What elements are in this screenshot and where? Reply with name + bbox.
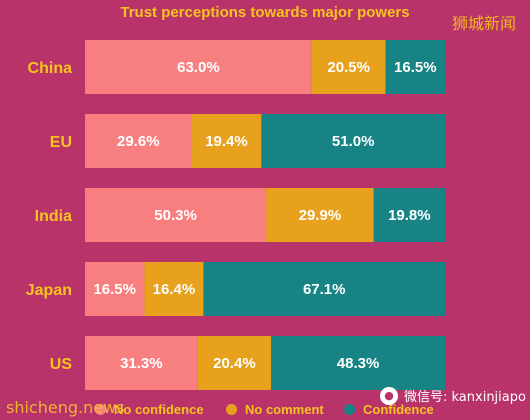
wechat-icon: ● — [380, 386, 398, 405]
bar-china-no-comment — [311, 40, 386, 94]
legend-label-no-comment: No comment — [245, 402, 324, 417]
bar-china-confidence — [385, 40, 445, 94]
legend-label-confidence: Confidence — [363, 402, 434, 417]
category-label-india: India — [35, 208, 72, 225]
value-label-us-confidence: 48.3% — [337, 355, 380, 372]
value-label-japan-no-comment: 16.4% — [153, 281, 196, 298]
bar-eu-confidence — [261, 114, 445, 168]
watermark-bottom-right-text: 微信号: kanxinjiapo — [404, 390, 526, 405]
watermark-bottom-right: ● 微信号: kanxinjiapo — [380, 386, 526, 405]
bar-china-no-confidence — [85, 40, 312, 94]
legend-label-no-confidence: No confidence — [114, 402, 204, 417]
bar-us-confidence — [271, 336, 445, 390]
value-label-china-confidence: 16.5% — [394, 59, 437, 76]
value-label-india-no-confidence: 50.3% — [154, 207, 197, 224]
watermark-top-right: 狮城新闻 — [452, 14, 517, 33]
category-label-eu: EU — [50, 134, 72, 151]
bar-eu-no-confidence — [85, 114, 192, 168]
legend-item-no-comment: No comment — [226, 402, 324, 417]
value-label-us-no-comment: 20.4% — [213, 355, 256, 372]
value-label-eu-confidence: 51.0% — [332, 133, 375, 150]
value-label-japan-confidence: 67.1% — [303, 281, 346, 298]
value-label-india-no-comment: 29.9% — [299, 207, 342, 224]
bar-japan-no-comment — [144, 262, 204, 316]
value-label-china-no-confidence: 63.0% — [177, 59, 220, 76]
bar-eu-no-comment — [191, 114, 262, 168]
watermark-bottom-left: shicheng.news — [6, 398, 125, 417]
bar-india-no-comment — [266, 188, 374, 242]
bar-japan-no-confidence — [85, 262, 145, 316]
legend-item-no-confidence: No confidence — [95, 402, 204, 417]
legend-dot-no-comment — [226, 404, 237, 415]
value-label-eu-no-confidence: 29.6% — [117, 133, 160, 150]
value-label-eu-no-comment: 19.4% — [205, 133, 248, 150]
value-label-china-no-comment: 20.5% — [327, 59, 370, 76]
legend-dot-confidence — [344, 404, 355, 415]
category-label-china: China — [28, 60, 73, 77]
legend-dot-no-confidence — [95, 404, 106, 415]
chart-title: Trust perceptions towards major powers — [120, 4, 410, 21]
bar-japan-confidence — [203, 262, 445, 316]
value-label-us-no-confidence: 31.3% — [120, 355, 163, 372]
category-label-us: US — [50, 356, 73, 373]
value-label-india-confidence: 19.8% — [388, 207, 431, 224]
bar-us-no-confidence — [85, 336, 198, 390]
legend-item-confidence: Confidence — [344, 402, 434, 417]
category-label-japan: Japan — [26, 282, 72, 299]
bar-india-no-confidence — [85, 188, 267, 242]
legend: No confidence No comment Confidence — [0, 400, 530, 420]
bar-us-no-comment — [197, 336, 272, 390]
value-label-japan-no-confidence: 16.5% — [93, 281, 136, 298]
bar-india-confidence — [373, 188, 445, 242]
